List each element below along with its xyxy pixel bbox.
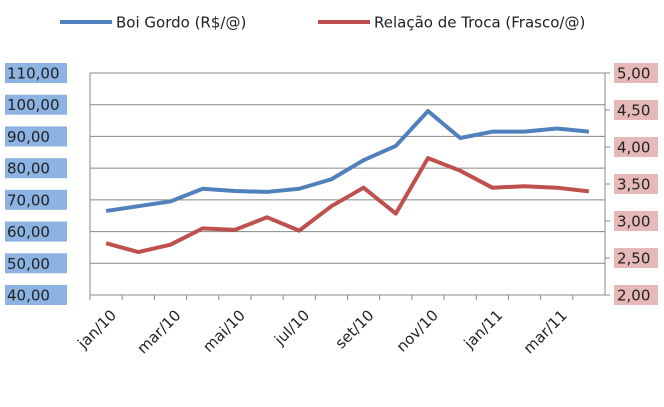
legend-label: Relação de Troca (Frasco/@) — [374, 14, 585, 32]
y2-tick-label-bg — [614, 174, 658, 194]
y2-tick-label: 4,50 — [617, 102, 650, 120]
x-tick-label: jan/11 — [460, 306, 507, 353]
x-tick-label: mai/10 — [199, 306, 249, 356]
x-tick-label: mar/10 — [133, 306, 184, 357]
y-tick-label: 80,00 — [7, 160, 50, 178]
y-tick-label: 110,00 — [7, 65, 60, 83]
y2-tick-label: 2,50 — [617, 250, 650, 268]
y-tick-label-bg — [5, 285, 67, 305]
y2-tick-label-bg — [614, 137, 658, 157]
y-tick-label: 70,00 — [7, 191, 50, 209]
y-tick-label-bg — [5, 158, 67, 179]
y2-tick-label: 3,00 — [617, 213, 650, 231]
series-line — [105, 109, 590, 213]
y2-tick-label: 5,00 — [617, 65, 650, 83]
x-tick-label: mar/11 — [520, 306, 571, 357]
y2-tick-label-bg — [614, 100, 658, 120]
y-tick-label-bg — [5, 94, 67, 115]
y-tick-label-bg — [5, 221, 67, 242]
y-tick-label-bg — [5, 253, 67, 274]
y-tick-label: 60,00 — [7, 223, 50, 241]
y-tick-label: 100,00 — [7, 96, 60, 114]
y2-tick-label-bg — [614, 285, 658, 305]
y-tick-label: 90,00 — [7, 128, 50, 146]
y2-tick-label: 2,00 — [617, 287, 650, 305]
y2-tick-label-bg — [614, 248, 658, 268]
series-line — [105, 156, 590, 255]
y2-tick-label-bg — [614, 63, 658, 83]
y-tick-label: 50,00 — [7, 255, 50, 273]
y2-tick-label-bg — [614, 211, 658, 231]
x-tick-label: jan/10 — [73, 306, 120, 353]
y-tick-label-bg — [5, 126, 67, 147]
y2-tick-label: 3,50 — [617, 176, 650, 194]
y2-tick-label: 4,00 — [617, 139, 650, 157]
y-tick-label-bg — [5, 63, 67, 83]
x-tick-label: jul/10 — [270, 306, 313, 349]
x-tick-label: nov/10 — [393, 306, 442, 355]
y-tick-label-bg — [5, 189, 67, 210]
legend-label: Boi Gordo (R$/@) — [116, 14, 246, 32]
x-tick-label: set/10 — [332, 306, 378, 352]
y-tick-label: 40,00 — [7, 287, 50, 305]
